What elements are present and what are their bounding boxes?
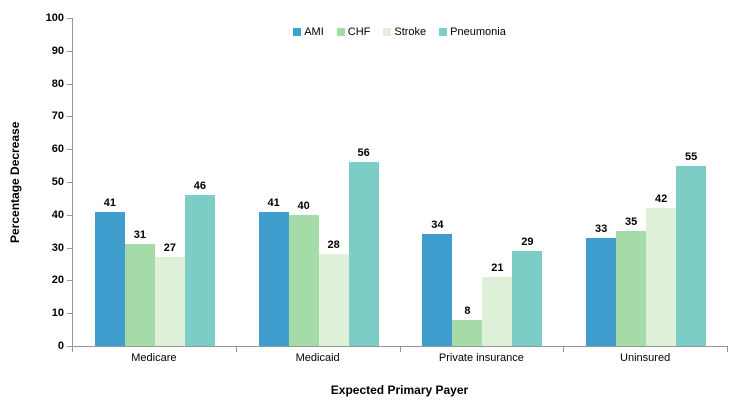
bar-chf-private-insurance [452,319,483,346]
x-tick-mark [236,347,237,352]
legend-item-stroke: Stroke [383,26,426,38]
bar-stroke-medicare [154,257,185,346]
y-tick-mark [67,116,72,118]
y-tick-label: 0 [57,340,64,352]
x-category-label-medicare: Medicare [131,352,177,364]
x-category-label-uninsured: Uninsured [620,352,671,364]
bar-value-label: 41 [103,196,116,209]
x-tick-mark [72,347,73,352]
legend-item-chf: CHF [336,26,371,38]
y-tick-mark [67,149,72,151]
legend-swatch-chf [336,28,345,36]
y-tick-label: 70 [51,110,64,123]
y-tick-mark [67,346,72,347]
bar-value-label: 56 [357,147,370,160]
y-tick-mark [67,18,72,19]
bar-value-label: 46 [193,180,206,193]
bar-ami-medicaid [258,211,289,346]
legend-label: AMI [304,26,324,38]
bar-value-label: 28 [327,239,340,252]
bar-stroke-uninsured [646,208,677,346]
bar-chf-uninsured [616,231,647,346]
x-tick-mark [563,347,564,352]
x-tick-mark [727,347,728,352]
bar-value-label: 42 [655,193,668,206]
bar-pneumonia-private-insurance [512,250,543,346]
x-axis-title: Expected Primary Payer [330,383,469,397]
y-tick-mark [67,83,72,85]
bar-stroke-private-insurance [482,277,513,346]
x-category-label-private-insurance: Private insurance [438,352,524,364]
bar-value-label: 27 [163,242,176,255]
y-axis-title: Percentage Decrease [8,121,22,243]
legend-swatch-pneumonia [439,28,448,36]
legend-swatch-ami [293,28,302,36]
legend-swatch-stroke [383,28,392,36]
y-tick-mark [67,182,72,183]
y-tick-mark [67,247,72,249]
bar-value-label: 41 [267,196,280,209]
bar-value-label: 21 [491,262,504,275]
y-tick-label: 10 [51,307,64,320]
y-tick-label: 20 [51,274,64,287]
bar-pneumonia-uninsured [676,165,707,346]
y-tick-label: 30 [51,241,64,254]
y-tick-label: 60 [51,143,64,156]
bar-value-label: 29 [521,235,534,248]
y-tick-label: 100 [45,12,64,24]
bar-ami-uninsured [586,237,617,346]
y-tick-label: 50 [51,176,64,188]
bar-chf-medicare [124,244,155,346]
bar-chf-medicaid [288,214,319,346]
bar-pneumonia-medicaid [348,162,379,346]
bar-value-label: 55 [685,150,698,163]
bar-pneumonia-medicare [184,195,215,346]
y-tick-mark [67,313,72,315]
bar-value-label: 31 [133,229,146,242]
chart-legend: AMI CHF Stroke Pneumonia [72,25,727,39]
bar-value-label: 35 [625,216,638,229]
y-tick-mark [67,50,72,52]
legend-label: Stroke [394,26,427,38]
y-tick-mark [67,280,72,282]
y-tick-label: 90 [51,44,64,57]
legend-label: CHF [347,26,371,38]
bar-value-label: 40 [297,199,310,212]
bar-value-label: 34 [431,219,444,232]
legend-item-ami: AMI [293,26,324,38]
bar-ami-medicare [94,211,125,346]
y-tick-mark [67,214,72,216]
bar-ami-private-insurance [422,234,453,346]
bar-value-label: 8 [464,304,471,317]
y-tick-label: 40 [51,208,64,221]
bar-stroke-medicaid [318,254,349,346]
x-tick-mark [400,347,401,352]
plot-area: 41 31 27 46 41 40 28 56 34 8 21 29 33 35 42 55 [72,18,728,347]
legend-item-pneumonia: Pneumonia [439,26,506,38]
bar-value-label: 33 [595,222,608,235]
legend-label: Pneumonia [450,26,506,38]
y-tick-label: 80 [51,77,64,90]
x-category-label-medicaid: Medicaid [295,352,340,364]
